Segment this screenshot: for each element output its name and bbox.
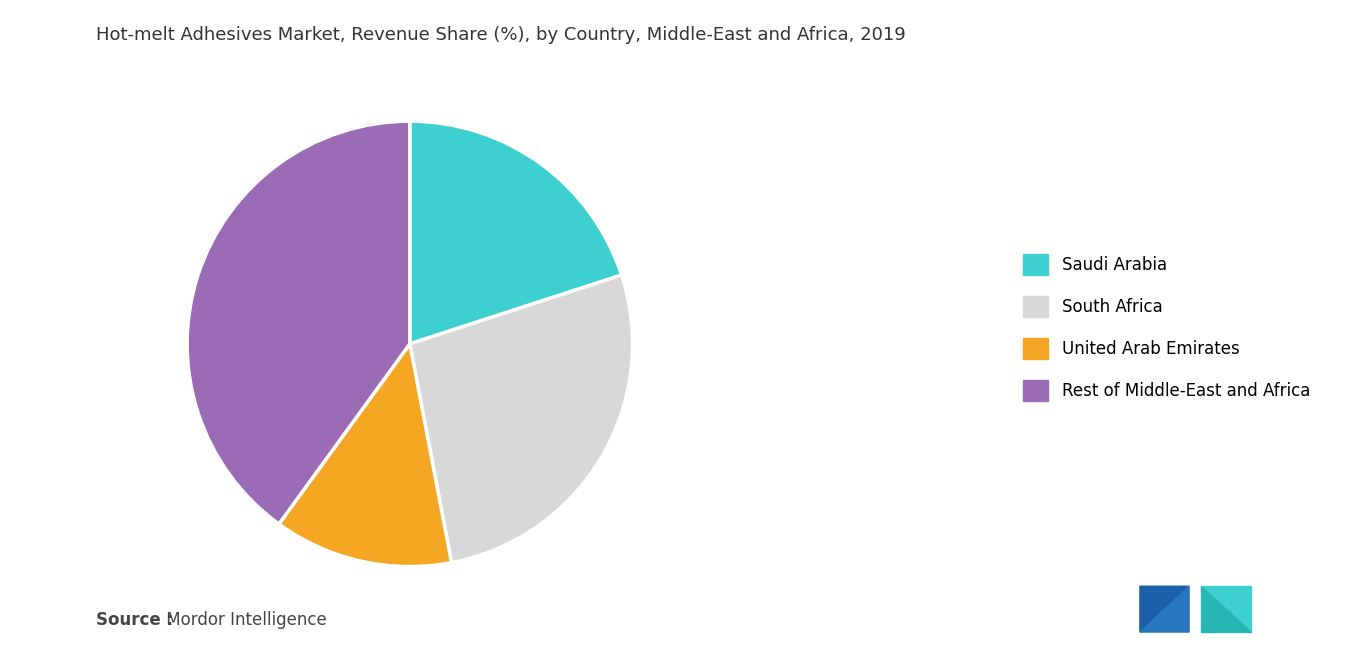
Legend: Saudi Arabia, South Africa, United Arab Emirates, Rest of Middle-East and Africa: Saudi Arabia, South Africa, United Arab …	[1016, 248, 1317, 407]
Polygon shape	[1202, 586, 1251, 632]
Wedge shape	[410, 121, 622, 344]
Text: Mordor Intelligence: Mordor Intelligence	[161, 611, 326, 629]
Wedge shape	[279, 344, 452, 567]
Polygon shape	[1202, 586, 1251, 632]
Wedge shape	[410, 275, 632, 563]
Wedge shape	[187, 121, 410, 524]
Text: Source :: Source :	[96, 611, 172, 629]
Polygon shape	[1139, 586, 1188, 632]
Text: Hot-melt Adhesives Market, Revenue Share (%), by Country, Middle-East and Africa: Hot-melt Adhesives Market, Revenue Share…	[96, 26, 906, 44]
Polygon shape	[1139, 586, 1188, 632]
